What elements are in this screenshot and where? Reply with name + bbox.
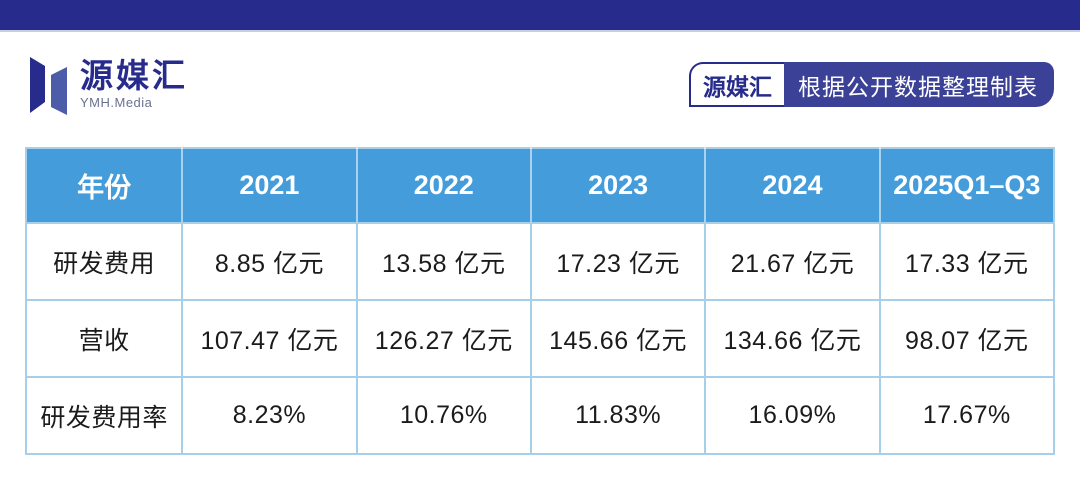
table-row-rd-expense: 研发费用 8.85 亿元 13.58 亿元 17.23 亿元 21.67 亿元 … bbox=[24, 222, 1056, 301]
ymh-logo: 源媒汇 YMH.Media bbox=[30, 57, 188, 117]
row-label: 研发费用 bbox=[24, 222, 184, 301]
table-cell: 17.23 亿元 bbox=[529, 222, 707, 301]
source-badge-text: 根据公开数据整理制表 bbox=[784, 62, 1054, 107]
table-cell: 98.07 亿元 bbox=[878, 299, 1056, 378]
table-cell: 21.67 亿元 bbox=[704, 222, 881, 301]
rd-expense-table: 年份 2021 2022 2023 2024 2025Q1–Q3 研发费用 8.… bbox=[24, 147, 1056, 455]
table-cell: 10.76% bbox=[355, 376, 532, 455]
header-cell-year: 年份 bbox=[24, 147, 184, 224]
table-cell: 16.09% bbox=[704, 376, 881, 455]
ymh-logo-mark-icon bbox=[30, 57, 67, 115]
table-row-revenue: 营收 107.47 亿元 126.27 亿元 145.66 亿元 134.66 … bbox=[24, 299, 1056, 378]
logo-subtitle: YMH.Media bbox=[80, 94, 153, 110]
table-cell: 107.47 亿元 bbox=[181, 299, 358, 378]
header-cell-2023: 2023 bbox=[529, 147, 707, 224]
table-cell: 17.67% bbox=[878, 376, 1056, 455]
logo-text-block: 源媒汇 YMH.Media bbox=[80, 57, 188, 110]
source-badge: 源媒汇 根据公开数据整理制表 bbox=[689, 62, 1054, 107]
top-accent-bar bbox=[0, 0, 1080, 32]
header-cell-2022: 2022 bbox=[355, 147, 532, 224]
header-cell-2025q1q3: 2025Q1–Q3 bbox=[878, 147, 1056, 224]
table-cell: 8.23% bbox=[181, 376, 358, 455]
logo-name: 源媒汇 bbox=[80, 57, 188, 94]
table-row-rd-ratio: 研发费用率 8.23% 10.76% 11.83% 16.09% 17.67% bbox=[24, 376, 1056, 455]
table-cell: 11.83% bbox=[529, 376, 707, 455]
source-badge-brand: 源媒汇 bbox=[689, 62, 784, 107]
table-cell: 17.33 亿元 bbox=[878, 222, 1056, 301]
header-cell-2024: 2024 bbox=[704, 147, 881, 224]
table-cell: 8.85 亿元 bbox=[181, 222, 358, 301]
row-label: 研发费用率 bbox=[24, 376, 184, 455]
table-header-row: 年份 2021 2022 2023 2024 2025Q1–Q3 bbox=[24, 147, 1056, 224]
table-cell: 145.66 亿元 bbox=[529, 299, 707, 378]
table-cell: 126.27 亿元 bbox=[355, 299, 532, 378]
header-cell-2021: 2021 bbox=[181, 147, 358, 224]
table-cell: 134.66 亿元 bbox=[704, 299, 881, 378]
table-cell: 13.58 亿元 bbox=[355, 222, 532, 301]
row-label: 营收 bbox=[24, 299, 184, 378]
